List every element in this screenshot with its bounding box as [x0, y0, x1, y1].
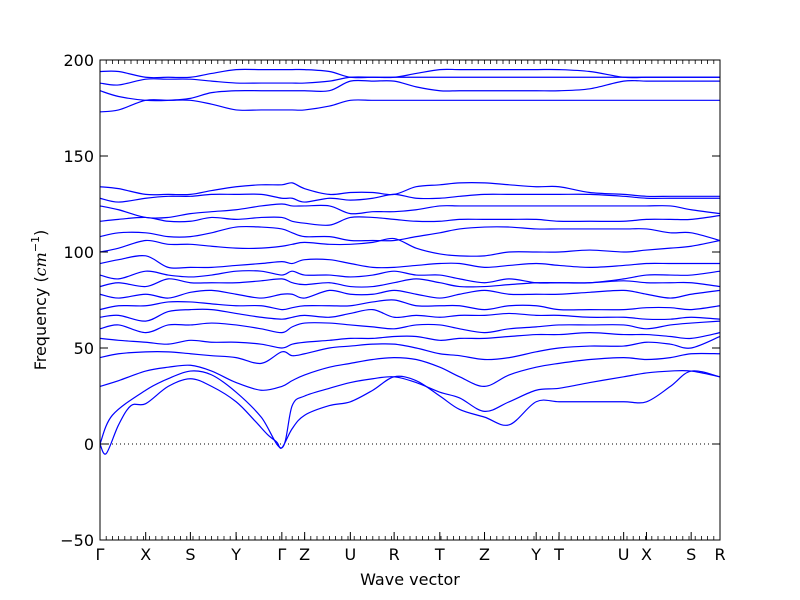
x-tick-label-12: T [553, 545, 564, 564]
dispersion-branch-4 [99, 335, 721, 365]
y-tick-label: 200 [63, 51, 94, 70]
x-tick-label-2: X [140, 545, 151, 564]
x-tick-label-6: Z [299, 545, 310, 564]
series-group [99, 68, 721, 455]
plot-background [100, 60, 720, 540]
dispersion-branch-11 [99, 270, 721, 284]
dispersion-branch-20 [99, 79, 720, 102]
dispersion-branch-15 [99, 214, 721, 226]
dispersion-branch-12 [99, 254, 720, 269]
dispersion-branch-18 [99, 182, 720, 198]
dispersion-branch-19 [99, 99, 720, 113]
x-tick-label-14: X [641, 545, 652, 564]
y-tick-label: 100 [63, 243, 94, 262]
dispersion-branch-1 [99, 370, 721, 455]
dispersion-branch-3 [99, 352, 721, 391]
plot-frame [99, 59, 721, 541]
x-tick-label-16: R [714, 545, 725, 564]
dispersion-branch-10 [99, 278, 721, 288]
y-axis-label-prefix: Frequency ( [31, 276, 50, 370]
y-axis-label-unit: cm [31, 252, 50, 276]
x-tick-label-11: Y [530, 545, 541, 564]
y-axis-label-exponent: −1 [29, 236, 42, 252]
x-tick-label-8: R [389, 545, 400, 564]
x-tick-label-9: T [434, 545, 445, 564]
y-tick-label: −50 [60, 531, 94, 550]
dispersion-branch-22 [99, 68, 720, 79]
x-tick-label-10: Z [479, 545, 490, 564]
y-axis-label: Frequency (cm−1) [29, 230, 50, 371]
dispersion-branch-7 [99, 308, 721, 322]
dispersion-branch-6 [99, 320, 721, 334]
x-tick-label-1: Γ [96, 545, 105, 564]
x-tick-label-4: Y [230, 545, 241, 564]
x-tick-label-13: U [618, 545, 630, 564]
dispersion-branch-9 [99, 289, 721, 299]
dispersion-branch-17 [99, 193, 720, 203]
x-tick-label-3: S [185, 545, 195, 564]
y-tick-label: 50 [74, 339, 94, 358]
y-tick-label: 0 [84, 435, 94, 454]
dispersion-branch-2 [99, 369, 721, 449]
dispersion-branch-14 [99, 225, 721, 242]
dispersion-branch-8 [99, 299, 721, 311]
dispersion-branch-5 [99, 332, 721, 349]
x-tick-label-5: Γ [277, 545, 286, 564]
dispersion-branch-13 [99, 237, 721, 257]
y-tick-label: 150 [63, 147, 94, 166]
x-tick-label-7: U [344, 545, 356, 564]
x-axis-label: Wave vector [360, 570, 460, 589]
dispersion-branch-16 [99, 203, 721, 219]
y-axis-label-suffix: ) [31, 230, 50, 236]
x-tick-label-15: S [686, 545, 696, 564]
